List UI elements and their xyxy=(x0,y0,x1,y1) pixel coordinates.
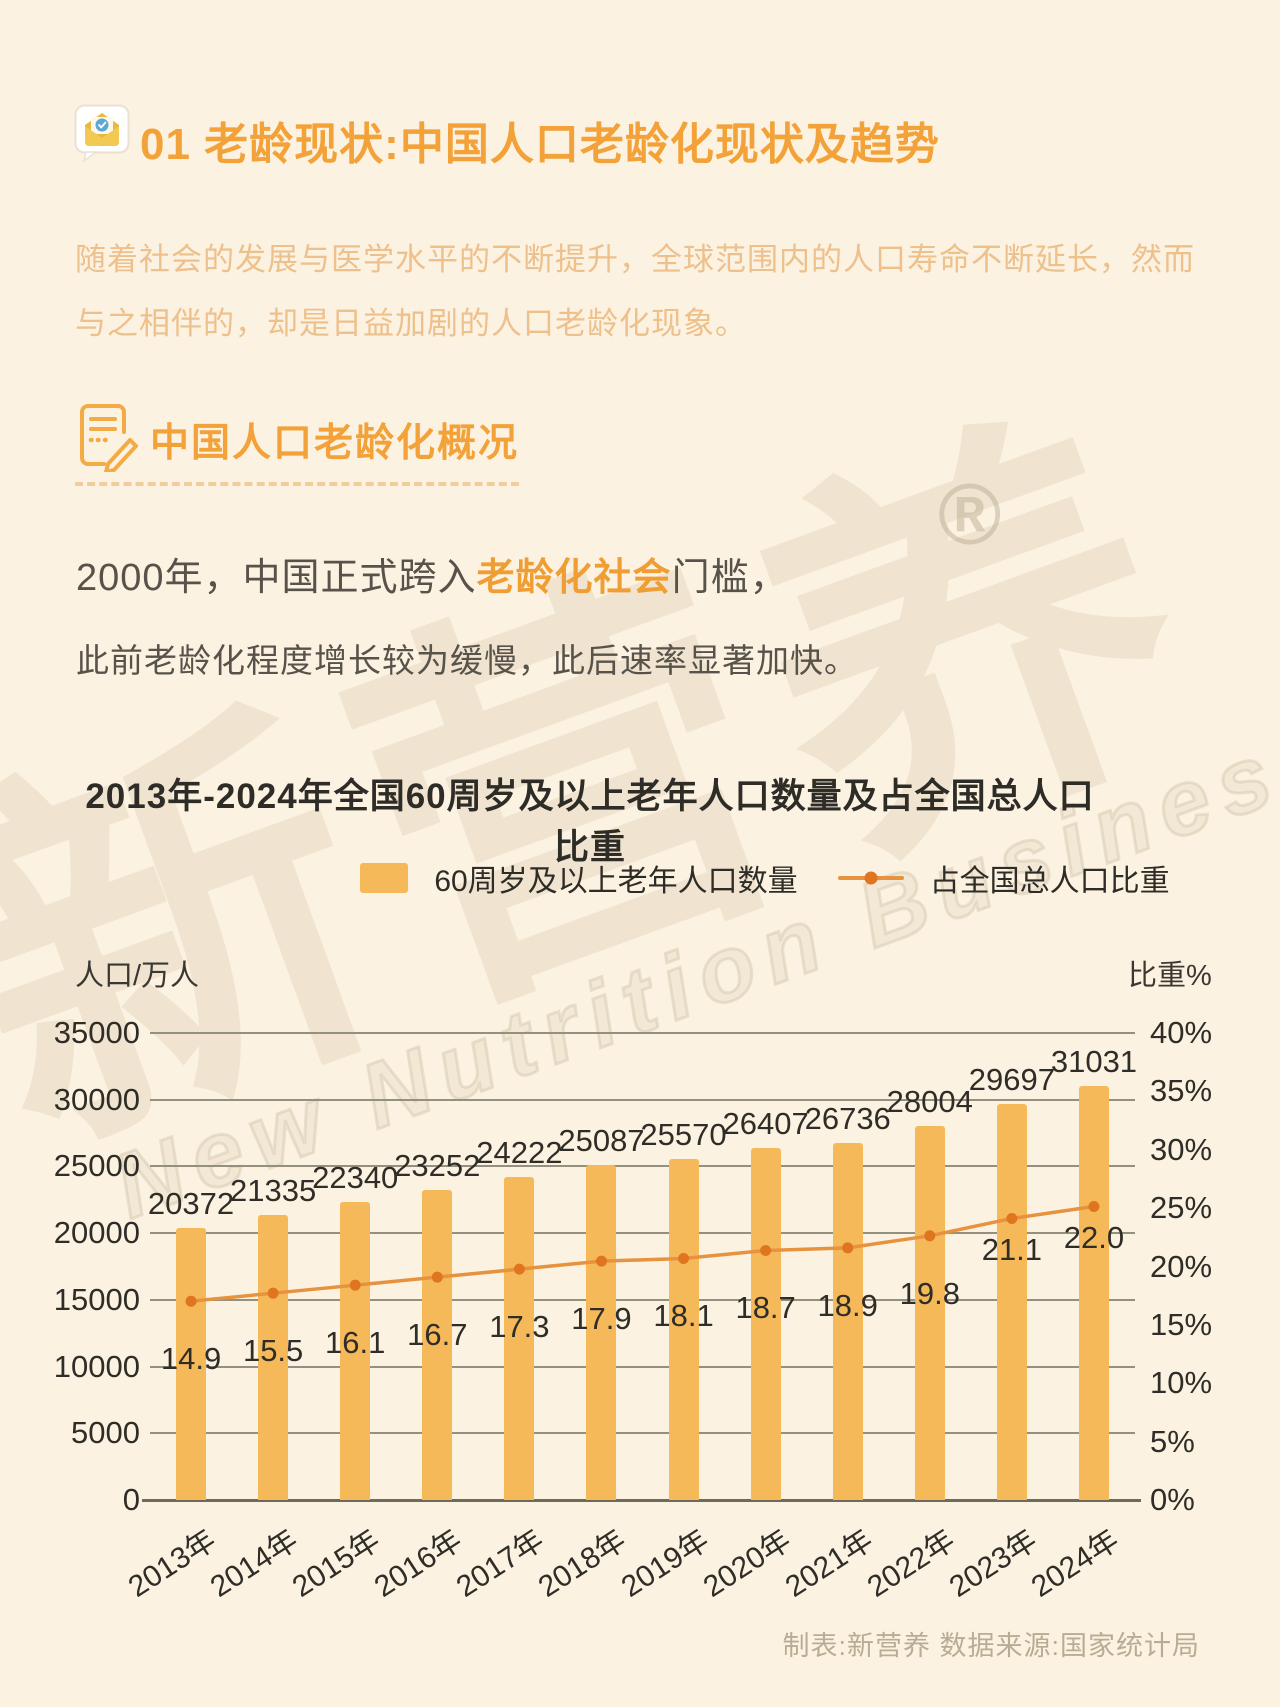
left-axis-tick: 0 xyxy=(122,1482,140,1517)
bar xyxy=(258,1215,289,1500)
statement-line1: 2000年，中国正式跨入老龄化社会门槛， xyxy=(76,546,789,601)
gridline xyxy=(150,1298,1135,1301)
bar xyxy=(504,1176,535,1500)
left-axis-tick: 35000 xyxy=(53,1015,140,1050)
bar xyxy=(176,1228,207,1500)
statement-suffix: 门槛， xyxy=(671,557,789,599)
bar-legend-label: 60周岁及以上老年人口数量 xyxy=(434,865,798,898)
line-legend-label: 占全国总人口比重 xyxy=(929,865,1170,898)
left-axis-tick: 25000 xyxy=(53,1148,140,1184)
dashed-divider xyxy=(75,482,519,486)
left-axis-tick: 5000 xyxy=(71,1415,140,1451)
statement-line2: 此前老龄化程度增长较为缓慢，此后速率显著加快。 xyxy=(76,642,858,679)
bar-value-label: 22340 xyxy=(312,1159,399,1195)
line-value-label: 16.7 xyxy=(407,1317,468,1353)
right-axis-tick: 5% xyxy=(1150,1423,1195,1459)
right-axis-tick: 15% xyxy=(1150,1306,1213,1342)
line-value-label: 15.5 xyxy=(242,1333,304,1369)
gridline xyxy=(142,1499,1141,1502)
line-value-label: 21.1 xyxy=(981,1232,1043,1268)
bar xyxy=(914,1126,945,1500)
chart-title: 2013年-2024年全国60周岁及以上老年人口数量及占全国总人口比重 xyxy=(85,777,1095,867)
right-axis-tick: 30% xyxy=(1150,1131,1213,1167)
bar-value-label: 20372 xyxy=(147,1186,235,1222)
right-axis-caption: 比重% xyxy=(1128,960,1212,992)
left-axis-caption: 人口/万人 xyxy=(75,960,200,992)
gridline xyxy=(150,1098,1135,1101)
bar-value-label: 31031 xyxy=(1050,1043,1138,1079)
bar xyxy=(340,1201,371,1500)
bar-value-label: 28004 xyxy=(886,1084,973,1120)
right-axis-tick: 35% xyxy=(1150,1073,1213,1109)
line-value-label: 18.9 xyxy=(817,1287,878,1323)
bar-legend-swatch xyxy=(360,863,409,893)
chart-legend: 60周岁及以上老年人口数量 占全国总人口比重 xyxy=(290,856,1240,900)
line-value-label: 18.7 xyxy=(735,1290,796,1326)
bar-value-label: 29697 xyxy=(968,1061,1055,1097)
right-axis-tick: 20% xyxy=(1150,1248,1213,1284)
line-value-label: 19.8 xyxy=(899,1275,960,1311)
right-axis-tick: 40% xyxy=(1150,1015,1213,1050)
bar xyxy=(750,1147,781,1500)
line-value-label: 18.1 xyxy=(653,1298,714,1334)
intro-paragraph: 随着社会的发展与医学水平的不断提升，全球范围内的人口寿命不断延长，然而与之相伴的… xyxy=(75,242,1195,341)
page-title: 01 老龄现状:中国人口老龄化现状及趋势 xyxy=(140,120,940,169)
trend-line xyxy=(185,1200,1100,1307)
line-value-label: 22.0 xyxy=(1063,1220,1125,1256)
statement-highlight: 老龄化社会 xyxy=(476,557,672,599)
bar-value-label: 26736 xyxy=(804,1101,891,1137)
statement-prefix: 2000年，中国正式跨入 xyxy=(76,557,477,599)
left-axis-tick: 20000 xyxy=(53,1215,140,1251)
line-value-label: 14.9 xyxy=(160,1341,222,1377)
bar-value-label: 25087 xyxy=(558,1123,645,1159)
line-value-label: 17.3 xyxy=(489,1309,550,1345)
bar xyxy=(668,1158,699,1500)
bar xyxy=(586,1165,617,1500)
left-axis-tick: 10000 xyxy=(53,1348,140,1384)
bar xyxy=(832,1143,863,1500)
bar-value-label: 26407 xyxy=(722,1105,809,1141)
right-axis-tick: 10% xyxy=(1150,1365,1213,1401)
registered-mark-watermark: ® xyxy=(938,467,1002,563)
line-value-label: 16.1 xyxy=(325,1325,386,1361)
line-legend-marker xyxy=(837,871,904,885)
bar-value-label: 23252 xyxy=(394,1147,481,1183)
bar xyxy=(996,1103,1027,1500)
chart-credit: 制表:新营养 数据来源:国家统计局 xyxy=(782,1631,1200,1661)
right-axis-tick: 25% xyxy=(1150,1190,1213,1226)
gridline xyxy=(150,1232,1135,1235)
gridline xyxy=(150,1432,1135,1435)
bar-value-label: 24222 xyxy=(476,1134,563,1170)
bar-value-label: 21335 xyxy=(230,1173,317,1209)
gridline xyxy=(150,1365,1135,1368)
line-value-label: 17.9 xyxy=(571,1301,632,1337)
bar xyxy=(1078,1085,1109,1500)
right-axis-tick: 0% xyxy=(1150,1482,1195,1517)
gridline xyxy=(150,1165,1135,1168)
bar-value-label: 25570 xyxy=(640,1116,727,1152)
bar xyxy=(422,1189,453,1500)
document-pencil-icon xyxy=(74,402,138,474)
left-axis-tick: 30000 xyxy=(53,1081,140,1117)
left-axis-tick: 15000 xyxy=(53,1281,140,1317)
envelope-check-icon xyxy=(74,104,130,163)
gridline xyxy=(150,1032,1135,1034)
section-title: 中国人口老龄化概况 xyxy=(150,422,520,465)
